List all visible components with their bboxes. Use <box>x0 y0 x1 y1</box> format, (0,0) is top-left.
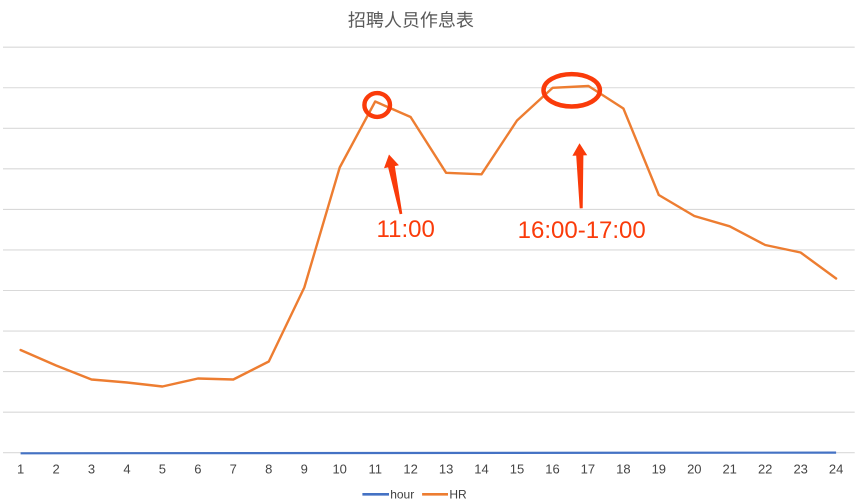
svg-text:16:00-17:00: 16:00-17:00 <box>518 217 646 244</box>
svg-text:9: 9 <box>301 462 308 477</box>
svg-text:18: 18 <box>616 462 630 477</box>
svg-text:13: 13 <box>439 462 453 477</box>
svg-text:23: 23 <box>793 462 807 477</box>
svg-text:8: 8 <box>265 462 272 477</box>
svg-text:15: 15 <box>510 462 524 477</box>
svg-text:24: 24 <box>829 462 843 477</box>
svg-text:17: 17 <box>581 462 595 477</box>
svg-text:11: 11 <box>368 462 382 477</box>
svg-text:20: 20 <box>687 462 701 477</box>
svg-text:hour: hour <box>390 488 414 502</box>
svg-text:2: 2 <box>52 462 59 477</box>
svg-text:10: 10 <box>332 462 346 477</box>
svg-text:3: 3 <box>88 462 95 477</box>
svg-text:12: 12 <box>403 462 417 477</box>
svg-text:7: 7 <box>230 462 237 477</box>
svg-text:4: 4 <box>123 462 130 477</box>
svg-text:19: 19 <box>652 462 666 477</box>
svg-text:14: 14 <box>474 462 488 477</box>
svg-text:5: 5 <box>159 462 166 477</box>
svg-text:11:00: 11:00 <box>377 216 435 243</box>
svg-text:6: 6 <box>194 462 201 477</box>
svg-text:21: 21 <box>722 462 736 477</box>
svg-text:1: 1 <box>17 462 24 477</box>
svg-text:HR: HR <box>449 488 467 502</box>
svg-text:16: 16 <box>545 462 559 477</box>
svg-text:22: 22 <box>758 462 772 477</box>
